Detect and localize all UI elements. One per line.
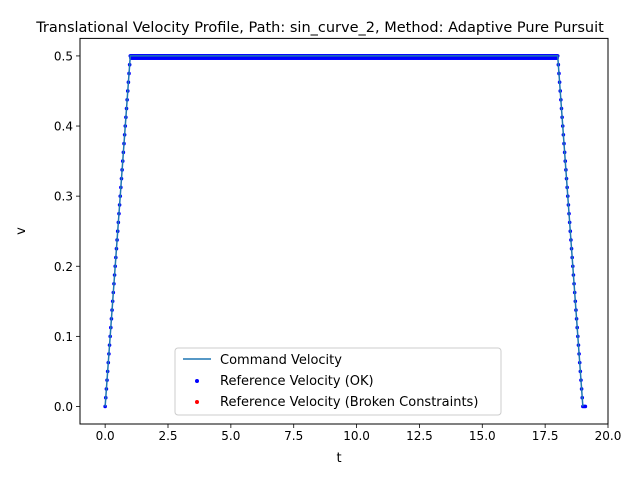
y-tick-label: 0.4 xyxy=(54,120,73,134)
legend-frame xyxy=(174,347,502,416)
x-tick-label: 20.0 xyxy=(595,429,622,443)
legend-reference-broken-marker-icon xyxy=(195,400,199,404)
y-axis-ticks: 0.0 0.1 0.2 0.3 0.4 0.5 xyxy=(54,49,80,414)
x-tick-label: 0.0 xyxy=(96,429,115,443)
x-tick-label: 10.0 xyxy=(343,429,370,443)
chart-title: Translational Velocity Profile, Path: si… xyxy=(35,20,604,36)
y-tick-label: 0.3 xyxy=(54,190,73,204)
legend-label-command-velocity: Command Velocity xyxy=(220,353,342,368)
x-tick-label: 17.5 xyxy=(532,429,559,443)
legend-label-reference-broken: Reference Velocity (Broken Constraints) xyxy=(220,395,478,410)
y-tick-label: 0.5 xyxy=(54,49,73,63)
command-velocity-line xyxy=(104,55,584,407)
x-tick-label: 2.5 xyxy=(158,429,177,443)
x-tick-label: 12.5 xyxy=(406,429,433,443)
x-tick-label: 5.0 xyxy=(221,429,240,443)
y-tick-label: 0.2 xyxy=(54,260,73,274)
reference-velocity-ok-point xyxy=(103,404,107,409)
x-axis-ticks: 0.0 2.5 5.0 7.5 10.0 12.5 15.0 17.5 20.0 xyxy=(96,424,622,443)
y-axis-label: v xyxy=(14,227,29,235)
axes-frame xyxy=(79,37,609,425)
x-tick-label: 7.5 xyxy=(284,429,303,443)
y-tick-label: 0.1 xyxy=(54,330,73,344)
x-axis-label: t xyxy=(336,451,341,466)
y-tick-label: 0.0 xyxy=(54,400,73,414)
legend-reference-ok-marker-icon xyxy=(195,379,199,383)
plot-marks xyxy=(103,54,588,409)
legend: Command Velocity Reference Velocity (OK)… xyxy=(174,347,502,416)
legend-label-reference-ok: Reference Velocity (OK) xyxy=(220,374,374,389)
reference-velocity-ok-point xyxy=(583,404,588,409)
x-tick-label: 15.0 xyxy=(469,429,496,443)
